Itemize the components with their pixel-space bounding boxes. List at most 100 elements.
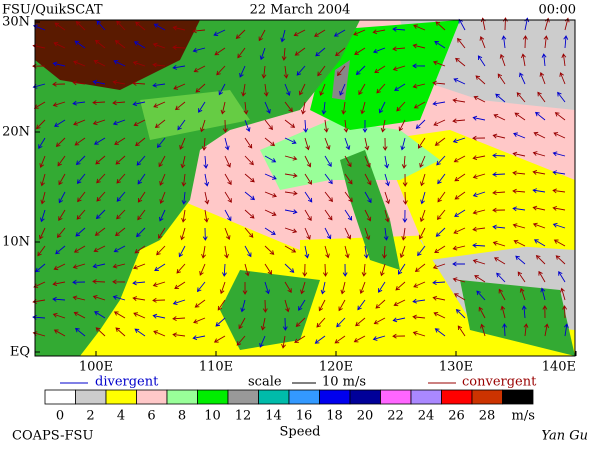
wind-arrow	[493, 113, 506, 121]
wind-arrow	[96, 173, 106, 184]
wind-arrow	[244, 191, 256, 201]
wind-arrow	[303, 119, 309, 133]
wind-arrow	[561, 53, 567, 67]
wind-arrow	[196, 281, 206, 293]
wind-arrow	[54, 119, 66, 127]
wind-arrow	[480, 323, 486, 337]
wind-arrow	[72, 295, 86, 301]
wind-arrow	[74, 40, 86, 49]
wind-arrow	[264, 137, 276, 147]
wind-arrow	[558, 271, 566, 283]
wind-arrow	[244, 245, 252, 258]
wind-arrow	[135, 21, 146, 31]
wind-arrow	[472, 135, 486, 141]
wind-arrow	[40, 191, 46, 205]
wind-arrow	[396, 101, 406, 112]
wind-arrow	[264, 155, 277, 163]
wind-arrow	[420, 173, 426, 187]
wind-arrow	[401, 155, 407, 169]
wind-arrow	[537, 91, 546, 103]
wind-arrow	[133, 312, 146, 319]
wind-arrow	[54, 22, 66, 31]
wind-arrow	[535, 254, 546, 265]
wind-arrow	[116, 20, 126, 31]
wind-arrow	[260, 317, 266, 331]
wind-arrow	[284, 263, 295, 273]
wind-arrow	[154, 263, 166, 271]
wind-arrow	[415, 119, 426, 129]
wind-arrow	[133, 119, 146, 127]
wind-arrow	[264, 263, 272, 275]
wind-arrow	[533, 131, 546, 139]
wind-arrow	[552, 188, 566, 194]
wind-arrow	[341, 101, 347, 115]
wind-arrow	[472, 191, 486, 198]
colorbar-tick: 20	[357, 409, 374, 424]
wind-arrow	[436, 209, 446, 221]
wind-arrow	[532, 188, 546, 194]
wind-arrow	[353, 29, 366, 36]
wind-arrow	[335, 47, 346, 57]
wind-arrow	[235, 29, 246, 39]
wind-arrow	[214, 47, 226, 56]
lon-label: 140E	[542, 360, 576, 375]
wind-arrow	[497, 73, 506, 85]
wind-arrow	[222, 119, 228, 133]
wind-arrow	[92, 119, 106, 126]
wind-arrow	[402, 191, 408, 205]
wind-arrow	[375, 299, 386, 309]
wind-arrow	[492, 241, 506, 247]
wind-arrow	[323, 119, 329, 133]
lon-label: 100E	[79, 360, 113, 375]
wind-arrow	[436, 155, 446, 166]
wind-arrow	[363, 245, 369, 259]
wind-arrow	[515, 255, 526, 265]
wind-arrow	[58, 191, 66, 204]
wind-arrow	[512, 223, 526, 229]
wind-arrow	[521, 305, 527, 319]
wind-arrow	[382, 137, 388, 151]
wind-arrow	[361, 263, 367, 277]
wind-arrow	[432, 295, 446, 301]
wind-arrow	[319, 83, 326, 96]
wind-arrow	[152, 62, 166, 68]
wind-arrow	[296, 65, 306, 76]
wind-arrow	[195, 83, 206, 93]
wind-arrow	[55, 245, 66, 255]
wind-arrow	[472, 155, 486, 161]
wind-arrow	[492, 207, 506, 213]
wind-arrow	[284, 137, 297, 144]
wind-arrow	[532, 205, 546, 211]
wind-arrow	[264, 209, 277, 216]
wind-arrow	[284, 190, 298, 196]
colorbar-tick: 28	[479, 409, 496, 424]
wind-arrow	[280, 29, 286, 43]
wind-arrow	[284, 173, 298, 178]
wind-arrow	[492, 133, 506, 139]
wind-arrow	[344, 173, 353, 185]
wind-arrow	[96, 20, 106, 31]
wind-arrow	[512, 151, 526, 157]
lat-label: 10N	[2, 235, 30, 250]
wind-arrow	[224, 191, 232, 203]
lon-label: 110E	[199, 360, 233, 375]
wind-arrow	[496, 272, 506, 283]
wind-arrow	[433, 119, 446, 126]
legend-scale: scale	[248, 375, 282, 390]
wind-arrow	[137, 191, 146, 203]
wind-arrow	[304, 245, 310, 259]
land-low	[140, 90, 250, 140]
wind-arrow	[52, 281, 66, 287]
wind-arrow	[75, 21, 86, 31]
wind-arrow	[94, 311, 106, 319]
wind-arrow	[501, 35, 507, 49]
wind-arrow	[455, 308, 466, 319]
wind-arrow	[453, 78, 466, 85]
wind-arrow	[557, 91, 566, 103]
wind-arrow	[516, 92, 526, 103]
wind-arrow	[284, 209, 298, 215]
map-frame	[34, 19, 576, 357]
wind-arrow	[472, 259, 486, 265]
wind-arrow	[472, 243, 486, 248]
